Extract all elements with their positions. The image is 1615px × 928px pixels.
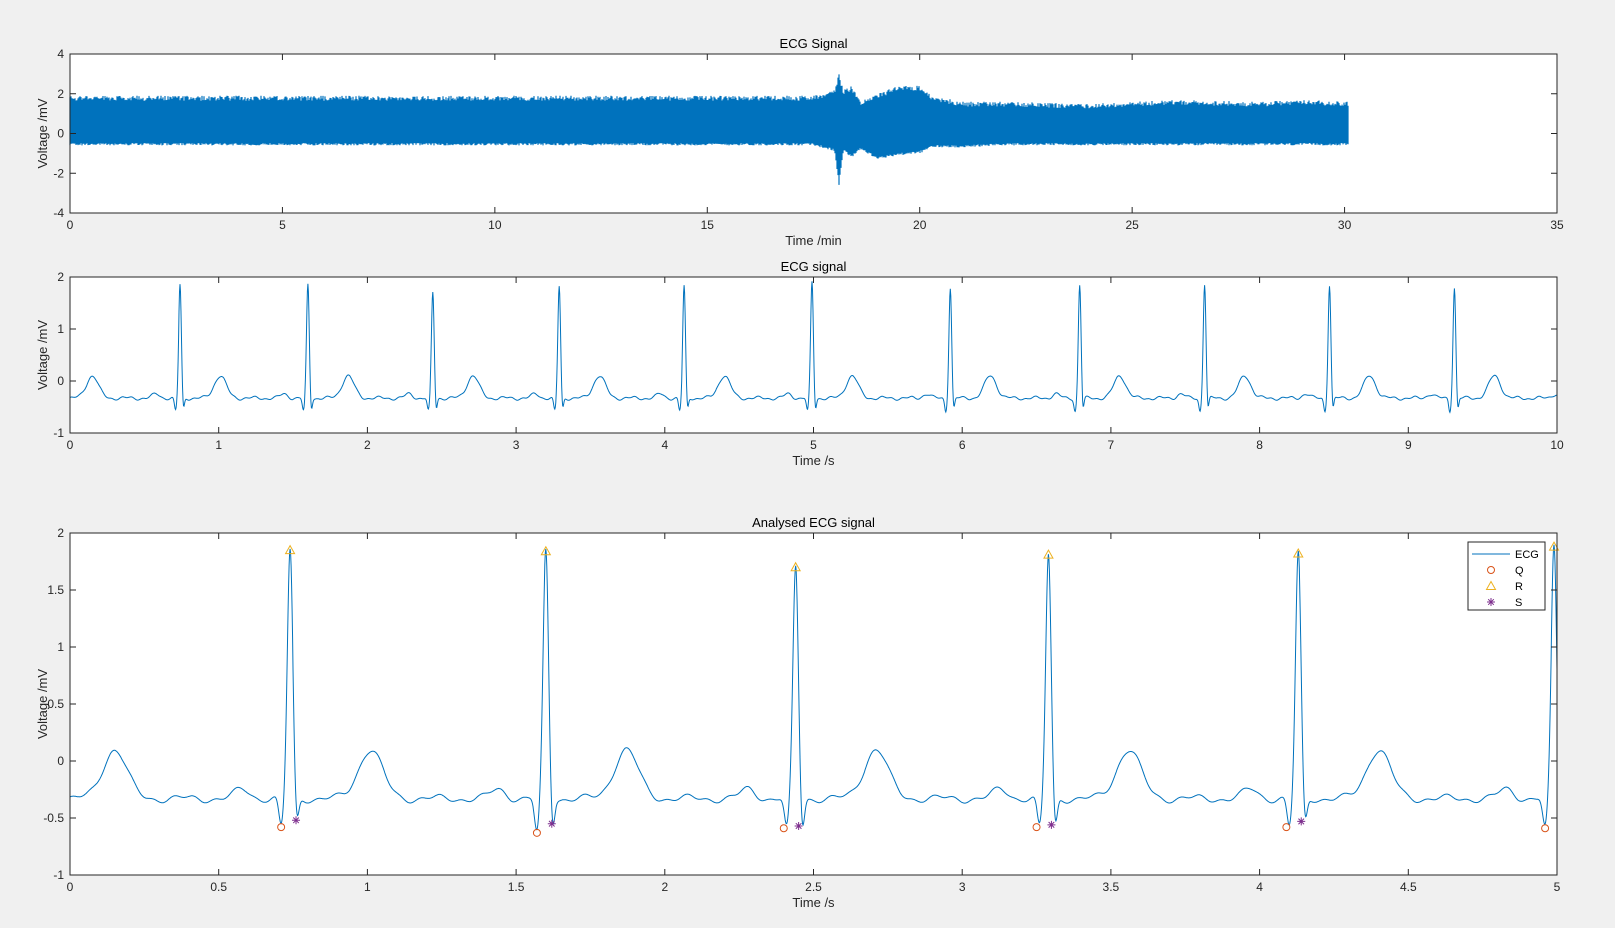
- legend-entry-r: R: [1515, 581, 1523, 593]
- y-axis-label: Voltage /mV: [35, 320, 50, 390]
- x-tick-label: 8: [1256, 438, 1263, 452]
- chart-title: ECG Signal: [780, 36, 848, 51]
- x-tick-label: 3: [959, 880, 966, 894]
- x-tick-label: 10: [1550, 438, 1564, 452]
- x-tick-label: 3.5: [1103, 880, 1120, 894]
- x-tick-label: 1: [364, 880, 371, 894]
- y-tick-label: -4: [53, 206, 64, 220]
- x-tick-label: 2.5: [805, 880, 822, 894]
- y-tick-label: 2: [57, 270, 64, 284]
- x-tick-label: 35: [1550, 218, 1564, 232]
- legend: ECG QRS: [1467, 541, 1546, 611]
- q-point: [779, 824, 788, 833]
- chart-title: ECG signal: [781, 259, 847, 274]
- legend-entry-ecg: ECG: [1515, 549, 1539, 561]
- x-tick-label: 1: [215, 438, 222, 452]
- x-axis-label: Time /s: [792, 895, 835, 910]
- x-tick-label: 5: [279, 218, 286, 232]
- r-point: [1043, 549, 1054, 559]
- x-tick-label: 2: [364, 438, 371, 452]
- x-tick-label: 30: [1338, 218, 1352, 232]
- y-axis-label: Voltage /mV: [35, 98, 50, 168]
- y-tick-label: 2: [57, 87, 64, 101]
- x-tick-label: 4: [661, 438, 668, 452]
- x-tick-label: 1.5: [508, 880, 525, 894]
- x-tick-label: 0: [67, 218, 74, 232]
- legend-entry-s: S: [1515, 597, 1522, 609]
- q-point: [1541, 824, 1550, 833]
- y-tick-label: 0: [57, 374, 64, 388]
- x-tick-label: 0: [67, 438, 74, 452]
- r-point: [1548, 541, 1560, 551]
- x-tick-label: 4.5: [1400, 880, 1417, 894]
- q-point: [532, 828, 541, 837]
- x-tick-label: 5: [1554, 880, 1561, 894]
- q-point: [277, 823, 286, 832]
- y-axis-label: Voltage /mV: [35, 669, 50, 739]
- legend-q-swatch: [1487, 566, 1495, 574]
- y-tick-label: -1: [53, 426, 64, 440]
- y-tick-label: 1: [57, 640, 64, 654]
- legend-r-swatch: [1485, 580, 1497, 590]
- x-tick-label: 25: [1125, 218, 1139, 232]
- y-tick-label: 1.5: [47, 583, 64, 597]
- chart-panel-analysed-ecg: 0 0.5 1 1.5 2 2.5 3 3.5 4 4.5 5 -1 -0.5 0 0.5 1 1.5 2 Anal…: [35, 515, 1561, 910]
- legend-box: [1467, 541, 1546, 611]
- y-tick-label: -1: [53, 868, 64, 882]
- s-point: [292, 816, 301, 825]
- x-tick-label: 20: [913, 218, 927, 232]
- ecg-10s-series: [69, 281, 1558, 414]
- r-point: [540, 545, 552, 556]
- s-point: [1297, 817, 1306, 826]
- legend-entry-q: Q: [1515, 565, 1524, 577]
- y-tick-label: 0: [57, 127, 64, 141]
- s-point: [547, 819, 556, 828]
- ecg-series-line: [69, 544, 1558, 831]
- s-point: [794, 821, 803, 830]
- chart-panel-ecg-overview: 0 5 10 15 20 25 30 35 -4 -2 0 2 4 ECG Signal Time /min…: [35, 36, 1564, 248]
- plot-area: [70, 533, 1557, 875]
- x-tick-label: 9: [1405, 438, 1412, 452]
- x-tick-label: 2: [661, 880, 668, 894]
- y-tick-label: 0.5: [47, 697, 64, 711]
- x-tick-label: 15: [701, 218, 715, 232]
- y-tick-label: -2: [53, 166, 64, 180]
- r-point: [1292, 548, 1304, 558]
- q-point: [1032, 823, 1041, 832]
- y-tick-label: -0.5: [43, 811, 64, 825]
- x-tick-label: 4: [1256, 880, 1263, 894]
- q-point: [1282, 823, 1291, 832]
- r-point: [284, 544, 296, 555]
- x-tick-label: 10: [488, 218, 502, 232]
- y-tick-label: 0: [57, 754, 64, 768]
- x-tick-label: 7: [1108, 438, 1115, 452]
- chart-title: Analysed ECG signal: [752, 515, 875, 530]
- x-axis-label: Time /s: [792, 453, 835, 468]
- x-tick-label: 6: [959, 438, 966, 452]
- y-tick-label: 4: [57, 47, 64, 61]
- x-tick-label: 0: [67, 880, 74, 894]
- r-point: [790, 561, 802, 572]
- s-point: [1047, 820, 1056, 829]
- y-tick-label: 2: [57, 526, 64, 540]
- x-tick-label: 0.5: [210, 880, 227, 894]
- x-tick-label: 5: [810, 438, 817, 452]
- y-tick-label: 1: [57, 322, 64, 336]
- x-axis-label: Time /min: [785, 233, 842, 248]
- x-tick-label: 3: [513, 438, 520, 452]
- legend-s-swatch: [1487, 598, 1495, 606]
